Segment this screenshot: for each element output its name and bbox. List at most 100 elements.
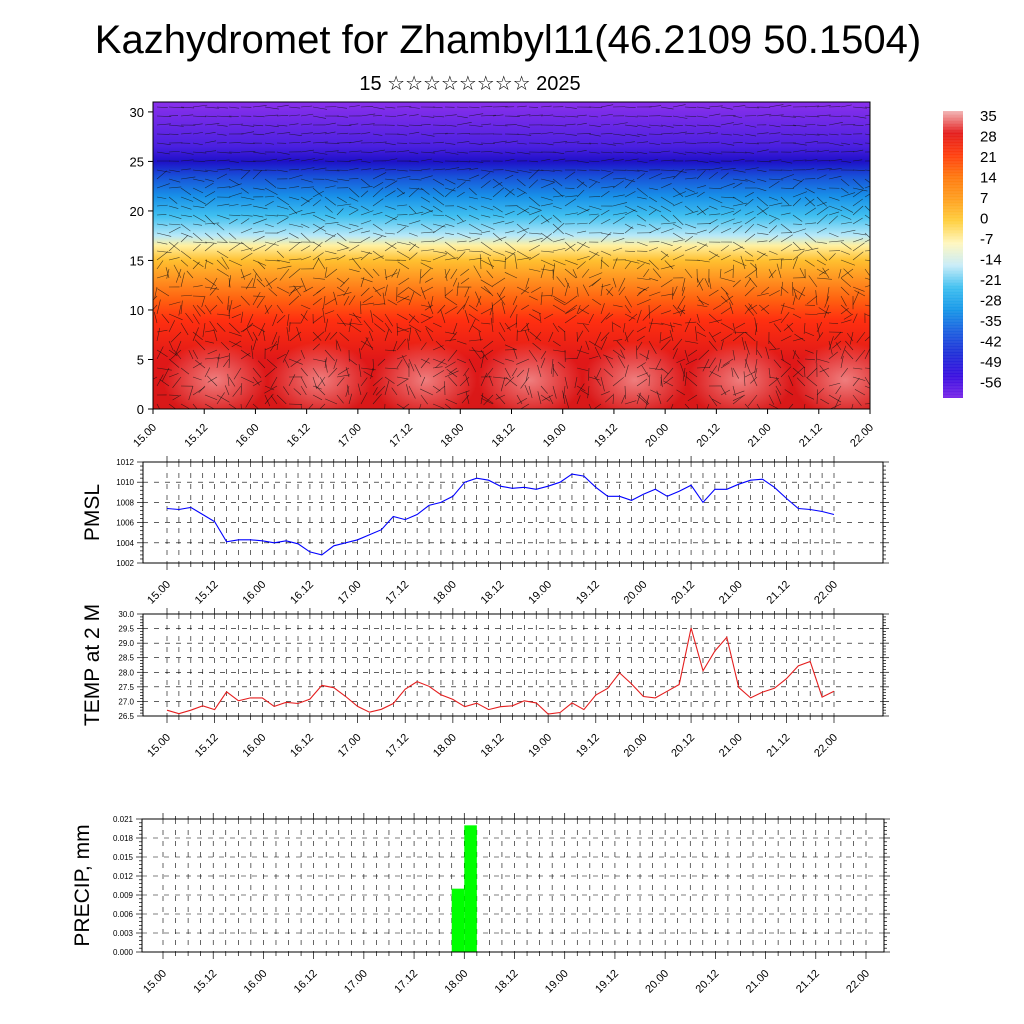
panel-frame	[142, 613, 884, 717]
wind-vector	[684, 124, 697, 127]
wind-vector	[447, 349, 458, 362]
wind-vector	[480, 308, 492, 315]
y-tick-label: 0	[137, 402, 144, 417]
wind-vector	[348, 268, 360, 273]
wind-vector	[324, 160, 335, 162]
wind-vector	[372, 115, 383, 117]
wind-vector	[720, 340, 724, 351]
wind-vector	[333, 291, 338, 306]
wind-vector	[180, 159, 194, 162]
wind-vector	[168, 151, 180, 153]
wind-vector	[731, 367, 734, 378]
x-tick-label: 18.00	[431, 579, 459, 607]
wind-vector	[624, 250, 636, 253]
wind-vector	[414, 364, 422, 378]
wind-vector	[445, 297, 458, 306]
wind-vector	[192, 313, 200, 325]
wind-vector	[312, 257, 320, 270]
wind-vector	[624, 209, 636, 216]
wind-vector	[816, 206, 829, 216]
wind-vector	[768, 132, 781, 135]
wind-vector	[180, 294, 193, 297]
wind-vector	[192, 214, 206, 223]
wind-vector	[156, 299, 161, 315]
wind-vector	[678, 307, 686, 315]
wind-vector	[289, 331, 302, 342]
wind-vector	[180, 232, 193, 238]
wind-vector	[276, 124, 288, 127]
wind-vector	[240, 247, 253, 252]
wind-vector	[204, 150, 217, 153]
wind-vector	[432, 250, 448, 254]
wind-vector	[696, 185, 706, 189]
wind-vector	[480, 372, 488, 387]
x-tick-label: 21.00	[744, 968, 772, 996]
wind-vector	[420, 168, 431, 171]
wind-vector	[312, 187, 323, 197]
wind-vector	[852, 291, 860, 306]
x-tick-label: 16.00	[240, 732, 268, 760]
wind-vector	[578, 308, 590, 315]
wind-vector	[840, 367, 849, 378]
wind-vector	[324, 169, 340, 172]
wind-vector	[600, 312, 611, 324]
wind-vector	[468, 142, 483, 145]
wind-vector	[420, 259, 431, 263]
wind-vector	[792, 214, 803, 222]
wind-vector	[797, 360, 806, 369]
wind-vector	[324, 196, 337, 206]
wind-vector	[408, 243, 417, 252]
wind-vector	[228, 259, 242, 267]
wind-vector	[816, 105, 831, 108]
wind-vector	[240, 252, 253, 261]
wind-vector	[672, 115, 688, 119]
wind-vector	[240, 273, 252, 279]
wind-vector	[564, 394, 570, 409]
wind-vector	[444, 289, 453, 297]
wind-vector	[576, 114, 587, 117]
wind-vector	[804, 168, 815, 171]
wind-vector	[660, 336, 671, 342]
wind-vector	[660, 293, 674, 297]
wind-vector	[240, 160, 256, 162]
wind-vector	[420, 210, 433, 216]
wind-vector	[252, 331, 258, 341]
wind-vector	[528, 114, 543, 117]
wind-vector	[834, 394, 842, 409]
wind-vector	[408, 241, 420, 249]
wind-vector	[204, 115, 217, 118]
wind-vector	[593, 403, 602, 409]
wind-vector	[756, 349, 763, 358]
wind-vector	[624, 115, 638, 118]
wind-vector	[600, 151, 613, 154]
wind-vector	[372, 268, 380, 277]
wind-vector	[192, 142, 203, 146]
wind-vector	[684, 318, 692, 333]
wind-vector	[732, 178, 748, 182]
wind-vector	[264, 259, 280, 262]
wind-vector	[240, 311, 244, 324]
wind-vector	[456, 220, 467, 225]
wind-vector	[846, 332, 854, 342]
y-tick-label: 28.0	[118, 668, 134, 677]
wind-vector	[780, 259, 782, 270]
colorbar-label: 35	[980, 108, 997, 125]
wind-vector	[432, 366, 443, 369]
wind-vector	[756, 113, 772, 117]
wind-vector	[768, 290, 780, 297]
wind-vector	[180, 176, 196, 180]
wind-vector	[636, 133, 647, 137]
wind-vector	[228, 183, 242, 189]
wind-vector	[748, 303, 758, 315]
wind-vector	[564, 171, 576, 180]
wind-vector	[192, 285, 203, 288]
wind-vector	[720, 182, 735, 189]
wind-vector	[228, 275, 232, 288]
x-tick-label: 16.00	[242, 968, 270, 996]
wind-vector	[300, 256, 312, 261]
wind-vector	[755, 263, 758, 279]
wind-vector	[153, 376, 158, 380]
wind-vector	[660, 222, 676, 225]
wind-vector	[343, 286, 350, 297]
wind-vector	[684, 340, 699, 344]
